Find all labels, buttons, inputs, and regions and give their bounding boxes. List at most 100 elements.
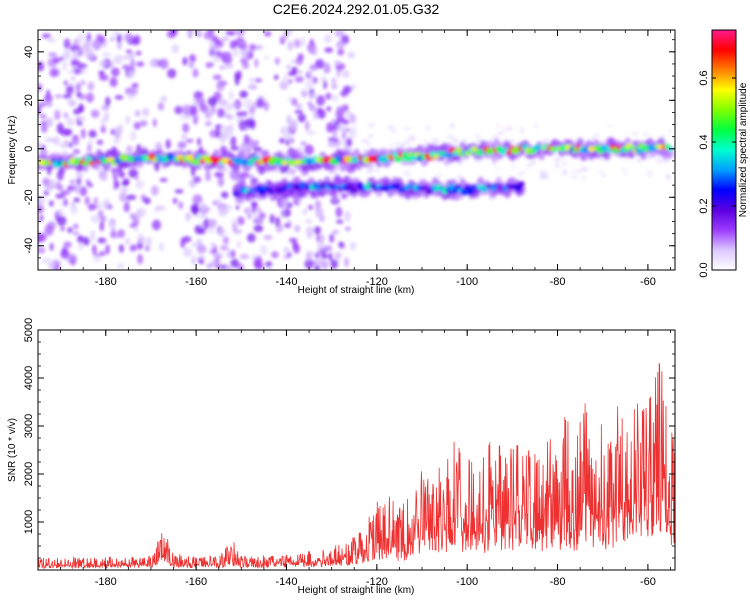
noise-blob xyxy=(70,204,78,215)
noise-blob xyxy=(320,252,328,260)
noise-blob xyxy=(246,213,252,219)
noise-blob xyxy=(316,233,321,243)
noise-blob xyxy=(570,169,576,173)
noise-blob xyxy=(431,137,440,145)
noise-blob xyxy=(78,106,85,112)
noise-blob xyxy=(76,235,84,244)
noise-blob xyxy=(123,202,130,213)
noise-blob xyxy=(218,227,226,238)
noise-blob xyxy=(199,259,205,265)
noise-blob xyxy=(119,192,128,202)
noise-blob xyxy=(209,249,218,255)
noise-blob xyxy=(87,81,95,91)
noise-blob xyxy=(82,236,90,246)
noise-blob xyxy=(655,158,663,164)
noise-blob xyxy=(116,33,122,43)
noise-blob xyxy=(308,92,318,99)
band-blob xyxy=(394,156,403,163)
noise-blob xyxy=(341,131,347,140)
noise-blob xyxy=(190,203,200,215)
noise-blob xyxy=(63,241,72,249)
noise-blob xyxy=(99,220,105,232)
noise-blob xyxy=(179,114,189,120)
noise-blob xyxy=(305,226,314,236)
colorbar: 0.0 0.2 0.4 0.6 Normalized spectral amplitu… xyxy=(698,29,749,278)
noise-blob xyxy=(192,68,199,78)
noise-blob xyxy=(124,32,134,42)
noise-blob xyxy=(327,140,337,148)
noise-blob xyxy=(159,58,169,70)
noise-blob xyxy=(186,30,196,35)
noise-blob xyxy=(295,56,303,66)
noise-blob xyxy=(314,199,322,211)
noise-blob xyxy=(100,116,106,128)
noise-blob xyxy=(201,104,209,113)
noise-blob xyxy=(113,136,121,145)
noise-blob xyxy=(216,80,225,92)
noise-blob xyxy=(65,85,74,95)
noise-blob xyxy=(292,243,301,254)
noise-blob xyxy=(280,208,285,218)
noise-blob xyxy=(96,202,103,210)
noise-blob xyxy=(525,163,531,170)
spectrogram-frame xyxy=(37,29,676,271)
noise-blob xyxy=(328,252,333,262)
noise-blob xyxy=(188,61,195,69)
band-blob xyxy=(192,158,200,166)
noise-blob xyxy=(456,174,464,180)
noise-blob xyxy=(373,169,381,174)
noise-blob xyxy=(79,186,88,196)
noise-blob xyxy=(178,201,184,210)
x-tick-label: -140 xyxy=(275,276,297,288)
band-blob xyxy=(346,182,355,189)
x-tick-label: -80 xyxy=(550,276,566,288)
noise-blob xyxy=(323,80,328,90)
noise-blob xyxy=(63,198,68,207)
noise-blob xyxy=(542,138,549,143)
noise-blob xyxy=(58,167,66,175)
noise-blob xyxy=(44,183,55,191)
noise-blob xyxy=(203,31,213,40)
noise-blob xyxy=(269,214,275,224)
noise-blob xyxy=(48,52,58,57)
spectrogram-image xyxy=(38,30,675,270)
noise-blob xyxy=(79,115,86,122)
noise-blob xyxy=(159,178,168,183)
noise-blob xyxy=(210,259,221,266)
noise-blob xyxy=(341,118,350,125)
noise-blob xyxy=(281,198,289,206)
noise-blob xyxy=(214,171,224,178)
noise-blob xyxy=(323,245,333,252)
noise-blob xyxy=(126,194,137,200)
noise-blob xyxy=(70,60,81,66)
noise-blob xyxy=(291,97,298,106)
noise-blob xyxy=(203,218,210,229)
noise-blob xyxy=(332,129,337,141)
noise-blob xyxy=(119,187,130,193)
noise-blob xyxy=(319,233,325,244)
noise-blob xyxy=(308,69,313,78)
noise-blob xyxy=(111,226,116,233)
noise-blob xyxy=(250,201,258,209)
noise-blob xyxy=(631,130,640,137)
noise-blob xyxy=(165,139,171,150)
noise-blob xyxy=(250,207,256,214)
noise-blob xyxy=(38,246,46,254)
noise-blob xyxy=(210,35,219,43)
noise-blob xyxy=(263,101,270,111)
noise-blob xyxy=(109,77,118,88)
noise-blob xyxy=(230,146,240,151)
noise-blob xyxy=(403,127,411,131)
x-tick-label: -120 xyxy=(366,276,388,288)
noise-blob xyxy=(181,104,192,115)
noise-blob xyxy=(236,240,242,249)
noise-blob xyxy=(335,219,344,224)
noise-blob xyxy=(230,258,240,268)
noise-blob xyxy=(75,82,81,93)
noise-blob xyxy=(286,43,295,50)
noise-blob xyxy=(286,251,292,258)
noise-blob xyxy=(335,206,343,218)
noise-blob xyxy=(166,30,177,39)
noise-blob xyxy=(290,66,298,76)
noise-blob xyxy=(247,84,258,90)
